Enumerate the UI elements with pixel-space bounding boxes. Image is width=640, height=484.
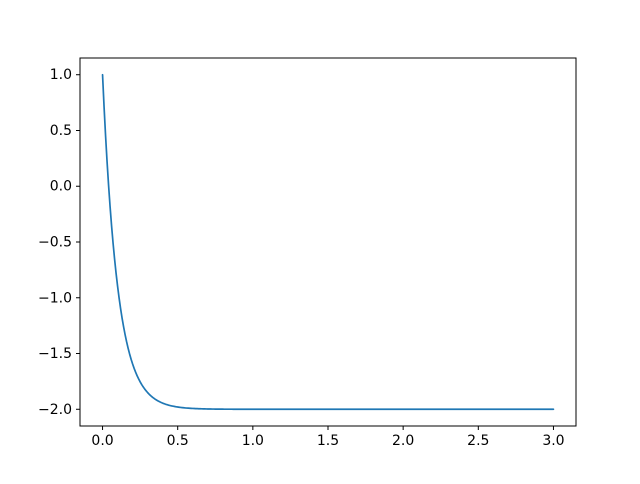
y-tick-label: 1.0 [50, 67, 72, 83]
x-tick-label: 0.0 [91, 433, 113, 449]
y-tick-label: −1.0 [38, 290, 72, 306]
y-tick-label: 0.5 [50, 123, 72, 139]
y-tick-label: −2.0 [38, 402, 72, 418]
y-tick-label: 0.0 [50, 179, 72, 195]
x-tick-label: 3.0 [542, 433, 564, 449]
data-line-exponential-decay [101, 73, 555, 411]
x-tick-label: 2.5 [467, 433, 489, 449]
y-tick-label: −0.5 [38, 235, 72, 251]
x-tick-label: 1.5 [317, 433, 339, 449]
x-tick-label: 0.5 [167, 433, 189, 449]
x-tick-label: 2.0 [392, 433, 414, 449]
x-tick-label: 1.0 [242, 433, 264, 449]
plot-area [79, 57, 577, 427]
y-tick-label: −1.5 [38, 346, 72, 362]
